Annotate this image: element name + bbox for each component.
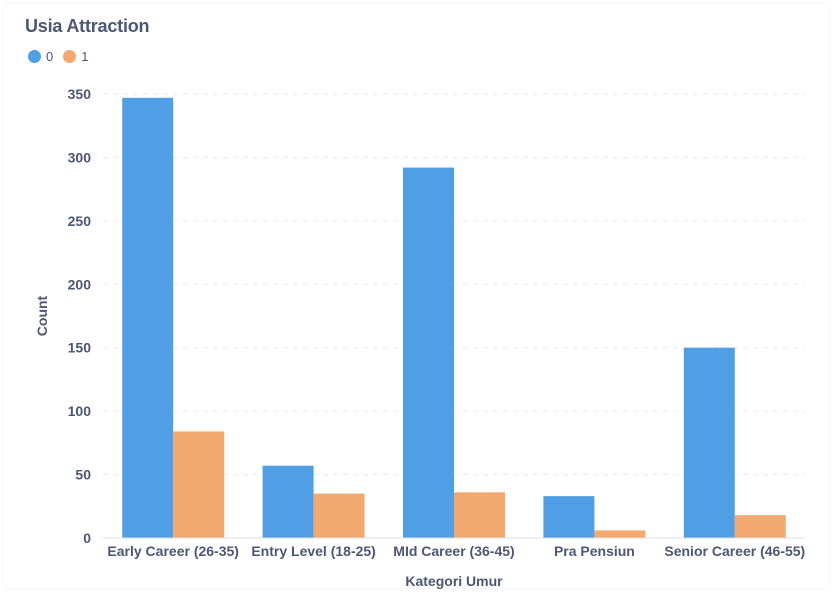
bar-0-1[interactable] [262, 465, 314, 538]
legend: 0 1 [28, 49, 88, 64]
legend-label-0: 0 [46, 49, 54, 64]
bar-0-2[interactable] [403, 167, 454, 538]
bar-1-4[interactable] [734, 515, 786, 538]
legend-swatch-1 [63, 50, 77, 63]
y-axis-label: Count [34, 295, 50, 336]
bar-0-3[interactable] [543, 496, 595, 538]
y-tick-label: 100 [68, 403, 92, 419]
x-tick-label: Pra Pensiun [554, 543, 635, 559]
y-tick-label: 200 [68, 276, 92, 292]
x-tick-label: Early Career (26-35) [107, 543, 239, 559]
y-tick-label: 0 [83, 530, 91, 546]
bar-0-4[interactable] [683, 347, 735, 538]
y-tick-label: 250 [68, 213, 92, 229]
legend-item-series-1[interactable]: 1 [63, 49, 88, 64]
bar-1-0[interactable] [173, 431, 225, 538]
y-tick-label: 50 [75, 467, 91, 483]
legend-label-1: 1 [81, 49, 89, 64]
y-axis-ticks: 0 50 100 150 200 250 300 350 [68, 86, 92, 546]
y-tick-label: 300 [68, 149, 92, 165]
x-axis-label: Kategori Umur [405, 573, 503, 589]
bar-1-1[interactable] [313, 493, 365, 538]
legend-item-series-0[interactable]: 0 [28, 49, 53, 64]
bar-0-0[interactable] [122, 97, 174, 538]
legend-swatch-0 [28, 50, 41, 63]
x-tick-label: Entry Level (18-25) [251, 543, 376, 559]
bar-1-2[interactable] [454, 492, 505, 538]
x-tick-label: MId Career (36-45) [393, 543, 514, 559]
chart-title: Usia Attraction [25, 16, 150, 36]
x-axis-ticks: Early Career (26-35) Entry Level (18-25) M… [107, 543, 805, 559]
x-tick-label: Senior Career (46-55) [664, 543, 805, 559]
y-tick-label: 150 [68, 340, 92, 356]
bars [122, 97, 786, 538]
bar-1-3[interactable] [594, 530, 646, 538]
y-tick-label: 350 [68, 86, 92, 102]
